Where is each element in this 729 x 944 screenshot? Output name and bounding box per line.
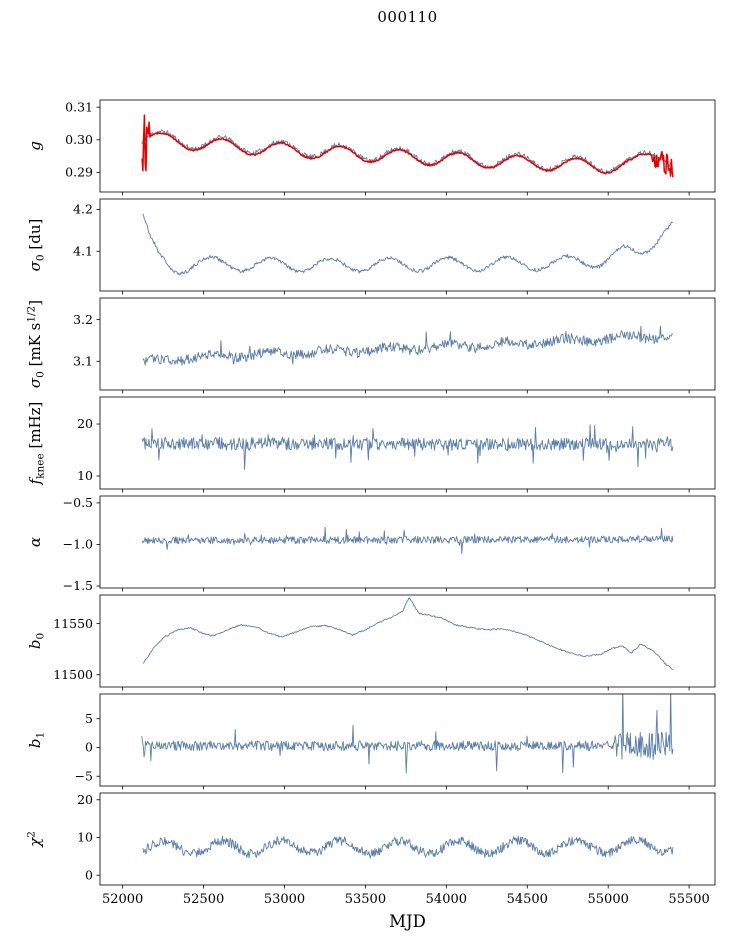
svg-text:4.2: 4.2 bbox=[73, 202, 93, 217]
svg-text:b1: b1 bbox=[26, 732, 47, 748]
svg-text:4.1: 4.1 bbox=[73, 243, 93, 258]
svg-text:χ2: χ2 bbox=[26, 831, 45, 848]
svg-text:10: 10 bbox=[77, 468, 93, 483]
svg-text:0: 0 bbox=[85, 867, 93, 882]
svg-text:5: 5 bbox=[85, 711, 93, 726]
svg-text:10: 10 bbox=[77, 830, 93, 845]
svg-text:52500: 52500 bbox=[183, 892, 224, 907]
svg-text:σ0 [mK s1/2]: σ0 [mK s1/2] bbox=[26, 300, 47, 388]
svg-text:54500: 54500 bbox=[507, 892, 548, 907]
svg-text:σ0 [du]: σ0 [du] bbox=[26, 219, 47, 272]
figure-title: 000110 bbox=[377, 8, 438, 26]
svg-text:52000: 52000 bbox=[102, 892, 143, 907]
svg-text:fknee [mHz]: fknee [mHz] bbox=[26, 402, 47, 486]
svg-text:55500: 55500 bbox=[668, 892, 709, 907]
svg-text:0.31: 0.31 bbox=[65, 99, 93, 114]
svg-text:55000: 55000 bbox=[588, 892, 629, 907]
svg-text:3.1: 3.1 bbox=[73, 353, 93, 368]
svg-text:g: g bbox=[26, 141, 44, 151]
svg-text:0: 0 bbox=[85, 740, 93, 755]
svg-text:−1.5: −1.5 bbox=[63, 578, 93, 593]
svg-text:53500: 53500 bbox=[345, 892, 386, 907]
svg-text:3.2: 3.2 bbox=[73, 312, 93, 327]
svg-text:11550: 11550 bbox=[53, 616, 93, 631]
svg-text:20: 20 bbox=[77, 792, 93, 807]
plot-canvas: 0.29 0.30 0.31 g 4.1 4.2 σ0 [du] 3.1 3.2 σ0 [mK s… bbox=[26, 99, 716, 931]
svg-text:53000: 53000 bbox=[264, 892, 305, 907]
svg-text:b0: b0 bbox=[26, 633, 47, 649]
svg-text:0.30: 0.30 bbox=[65, 132, 93, 147]
svg-text:54000: 54000 bbox=[426, 892, 467, 907]
svg-text:−5: −5 bbox=[75, 768, 93, 783]
svg-text:−1.0: −1.0 bbox=[63, 537, 93, 552]
svg-text:MJD: MJD bbox=[389, 912, 426, 931]
svg-text:−0.5: −0.5 bbox=[63, 495, 93, 510]
svg-text:11500: 11500 bbox=[53, 667, 93, 682]
svg-text:20: 20 bbox=[77, 416, 93, 431]
svg-text:0.29: 0.29 bbox=[65, 165, 93, 180]
svg-text:α: α bbox=[26, 537, 44, 547]
